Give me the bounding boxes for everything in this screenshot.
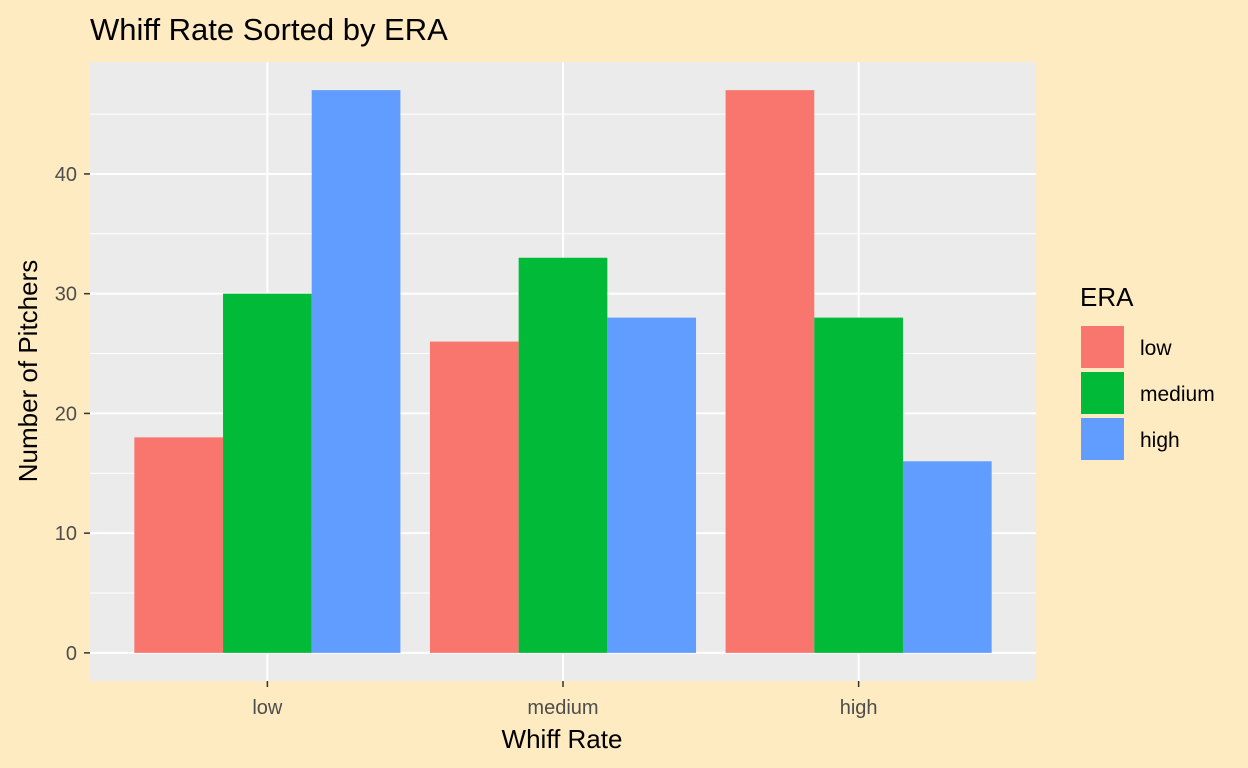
legend-label-low: low	[1140, 337, 1172, 360]
x-axis: low medium high	[252, 681, 878, 719]
x-axis-label: Whiff Rate	[502, 724, 623, 754]
bar-medium-low	[223, 293, 312, 653]
y-axis-label: Number of Pitchers	[13, 260, 43, 483]
y-tick-label: 10	[55, 523, 77, 545]
y-tick-label: 0	[66, 643, 77, 665]
legend-title: ERA	[1080, 282, 1134, 312]
bars	[134, 90, 992, 653]
x-tick-label: high	[840, 697, 878, 719]
y-tick-label: 30	[55, 284, 77, 306]
bar-low-low	[134, 437, 224, 653]
bar-low-high	[725, 90, 815, 653]
y-tick-label: 20	[55, 403, 77, 425]
legend: ERA low medium high	[1080, 282, 1215, 460]
y-axis: 0 10 20 30 40	[55, 164, 90, 665]
legend-label-high: high	[1140, 429, 1180, 452]
legend-swatch-high	[1081, 418, 1124, 460]
legend-swatch-low	[1081, 326, 1124, 368]
bar-medium-high	[814, 317, 903, 653]
bar-high-high	[902, 461, 992, 653]
bar-low-medium	[429, 341, 519, 653]
legend-swatch-medium	[1081, 372, 1124, 414]
chart-title: Whiff Rate Sorted by ERA	[90, 12, 448, 47]
x-tick-label: low	[252, 697, 283, 719]
y-tick-label: 40	[55, 164, 77, 186]
bar-medium-medium	[518, 257, 608, 653]
bar-high-medium	[607, 317, 697, 653]
bar-high-low	[311, 90, 401, 653]
legend-label-medium: medium	[1140, 383, 1215, 406]
x-tick-label: medium	[527, 697, 598, 719]
